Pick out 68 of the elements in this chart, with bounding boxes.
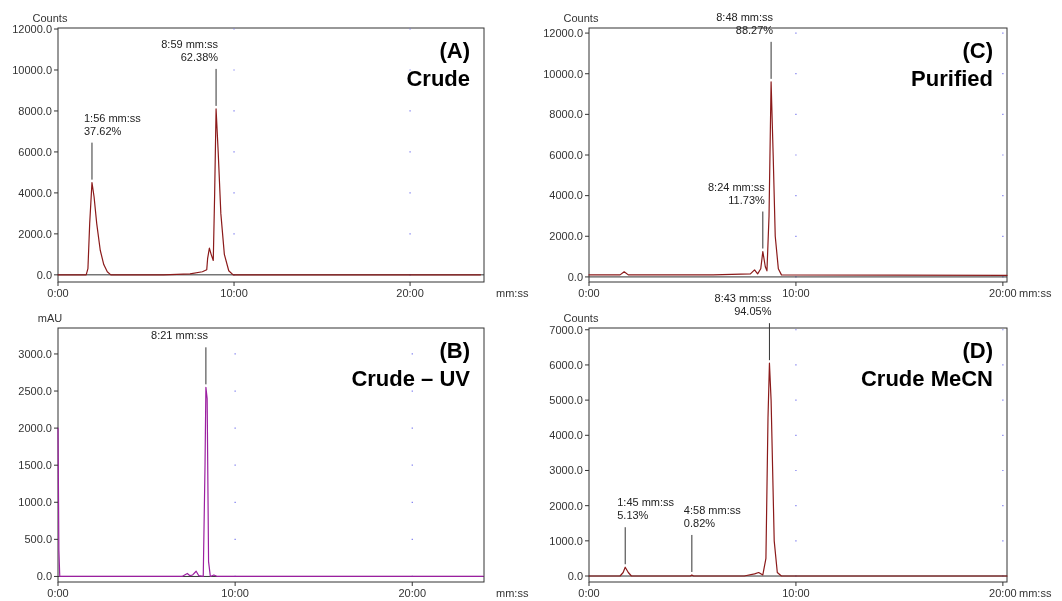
y-tick-label: 2500.0 — [18, 384, 52, 397]
x-axis-title: mm:ss — [496, 587, 529, 599]
y-tick-label: 0.0 — [567, 270, 583, 283]
x-axis-title: mm:ss — [496, 287, 529, 299]
y-tick-label: 6000.0 — [549, 148, 583, 161]
y-tick-label: 4000.0 — [549, 429, 583, 442]
y-tick-label: 6000.0 — [549, 358, 583, 371]
annotation: 8:24 mm:ss 11.73% — [707, 180, 766, 206]
y-tick-label: 1000.0 — [549, 534, 583, 547]
y-tick-label: 0.0 — [567, 569, 583, 582]
x-tick-label: 10:00 — [221, 587, 249, 599]
annotation: 1:56 mm:ss 37.62% — [83, 111, 142, 137]
y-tick-label: 10000.0 — [543, 67, 583, 80]
text: Purified — [911, 66, 993, 91]
text: Crude – UV — [351, 366, 471, 391]
y-tick-label: 2000.0 — [549, 230, 583, 243]
x-tick-label: 10:00 — [782, 287, 810, 299]
y-tick-label: 8000.0 — [18, 104, 52, 117]
line-series — [57, 108, 482, 276]
x-tick-label: 0:00 — [47, 587, 69, 599]
y-tick-label: 12000.0 — [12, 22, 52, 35]
y-tick-label: 3000.0 — [18, 347, 52, 360]
x-tick-label: 10:00 — [220, 287, 248, 299]
x-tick-label: 0:00 — [47, 287, 69, 299]
x-axis-title: mm:ss — [1019, 587, 1052, 599]
y-tick-label: 2000.0 — [549, 499, 583, 512]
y-axis-title: mAU — [37, 312, 63, 324]
x-tick-label: 20:00 — [989, 587, 1017, 599]
annotation: 8:59 mm:ss 62.38% — [161, 37, 219, 63]
y-axis-title: Counts — [32, 12, 68, 24]
y-axis-title: Counts — [563, 12, 599, 24]
text: (D) — [962, 338, 993, 363]
y-tick-label: 0.0 — [36, 268, 52, 281]
x-tick-label: 20:00 — [396, 287, 424, 299]
text: Crude MeCN — [860, 366, 993, 391]
y-tick-label: 6000.0 — [18, 145, 52, 158]
x-axis-title: mm:ss — [1019, 287, 1052, 299]
y-tick-label: 4000.0 — [18, 186, 52, 199]
y-axis-title: Counts — [563, 312, 599, 324]
y-tick-label: 12000.0 — [543, 26, 583, 39]
y-tick-label: 3000.0 — [549, 464, 583, 477]
x-tick-label: 20:00 — [989, 287, 1017, 299]
line-series — [57, 386, 484, 578]
annotation: 8:21 mm:ss — [151, 329, 209, 342]
text: (A) — [439, 38, 470, 63]
x-tick-label: 0:00 — [578, 287, 600, 299]
y-tick-label: 2000.0 — [18, 227, 52, 240]
annotation: 1:45 mm:ss 5.13% — [617, 496, 675, 522]
y-tick-label: 1500.0 — [18, 459, 52, 472]
y-tick-label: 8000.0 — [549, 108, 583, 121]
y-tick-label: 1000.0 — [18, 496, 52, 509]
y-tick-label: 500.0 — [24, 533, 52, 546]
y-tick-label: 5000.0 — [549, 393, 583, 406]
annotation: 8:43 mm:ss 94.05% — [714, 292, 772, 318]
x-tick-label: 0:00 — [578, 587, 600, 599]
annotation: 4:58 mm:ss 0.82% — [683, 503, 742, 529]
y-tick-label: 10000.0 — [12, 63, 52, 76]
y-tick-label: 2000.0 — [18, 421, 52, 434]
y-tick-label: 0.0 — [36, 570, 52, 583]
text: (B) — [439, 338, 470, 363]
y-tick-label: 4000.0 — [549, 189, 583, 202]
x-tick-label: 20:00 — [398, 587, 427, 599]
x-tick-label: 10:00 — [782, 587, 810, 599]
text: (C) — [962, 38, 993, 63]
line-series — [588, 362, 1008, 577]
y-tick-label: 7000.0 — [549, 323, 583, 336]
annotation: 8:48 mm:ss 88.27% — [716, 10, 774, 36]
text: Crude — [406, 66, 470, 91]
